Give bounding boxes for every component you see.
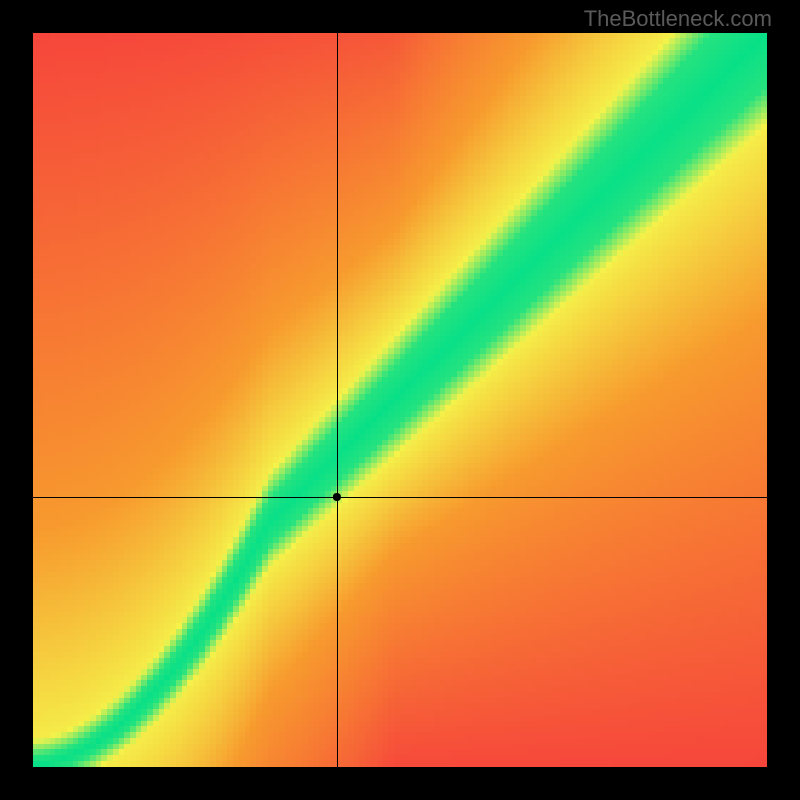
heatmap-canvas — [33, 33, 767, 767]
watermark-text: TheBottleneck.com — [584, 6, 772, 32]
chart-container: TheBottleneck.com — [0, 0, 800, 800]
